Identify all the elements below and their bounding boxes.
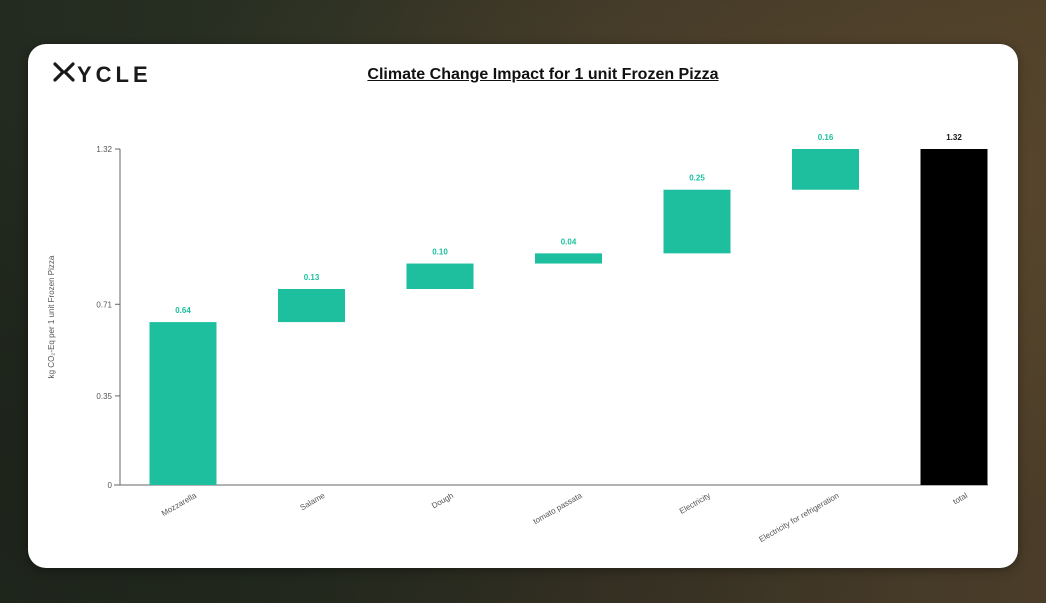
chart-title: Climate Change Impact for 1 unit Frozen … <box>28 66 1018 84</box>
bar-value-label: 0.64 <box>175 306 191 315</box>
y-axis-label: kg CO₂-Eq per 1 unit Frozen Pizza <box>47 255 56 378</box>
chart-card: YCLE Climate Change Impact for 1 unit Fr… <box>28 44 1018 568</box>
x-logo-icon <box>53 62 75 88</box>
brand-logo: YCLE <box>53 62 152 88</box>
increment-bar <box>406 263 474 289</box>
x-tick-label: Mozzarella <box>160 491 198 518</box>
y-tick-label: 0.35 <box>96 392 112 401</box>
x-tick-label: Dough <box>430 491 455 511</box>
increment-bar <box>149 322 217 485</box>
y-tick-label: 0 <box>108 481 113 490</box>
y-tick-label: 1.32 <box>96 145 112 154</box>
x-tick-label: Salame <box>299 491 327 513</box>
bar-value-label: 0.04 <box>561 237 577 246</box>
increment-bar <box>663 189 731 254</box>
x-tick-label: Electricity for refrigeration <box>757 491 840 544</box>
y-tick-label: 0.71 <box>96 300 112 309</box>
bar-value-label: 0.25 <box>689 174 705 183</box>
waterfall-chart: 0 0.35 0.71 1.32 kg CO₂-Eq per 1 unit Frozen… <box>47 133 988 544</box>
total-bar <box>920 149 988 485</box>
x-tick-label: total <box>951 491 969 506</box>
bar-value-label: 0.10 <box>432 248 448 257</box>
x-tick-label: tomato passata <box>532 491 584 526</box>
increment-bar <box>278 289 345 323</box>
increment-bar <box>535 253 602 264</box>
bar-value-label: 0.13 <box>304 273 320 282</box>
bar-value-label: 0.16 <box>818 133 834 142</box>
chart-title-text: Climate Change Impact for 1 unit Frozen … <box>367 66 719 83</box>
x-tick-label: Electricity <box>678 491 712 516</box>
bar-value-label: 1.32 <box>946 133 962 142</box>
increment-bar <box>792 149 859 190</box>
logo-text: YCLE <box>77 62 152 87</box>
